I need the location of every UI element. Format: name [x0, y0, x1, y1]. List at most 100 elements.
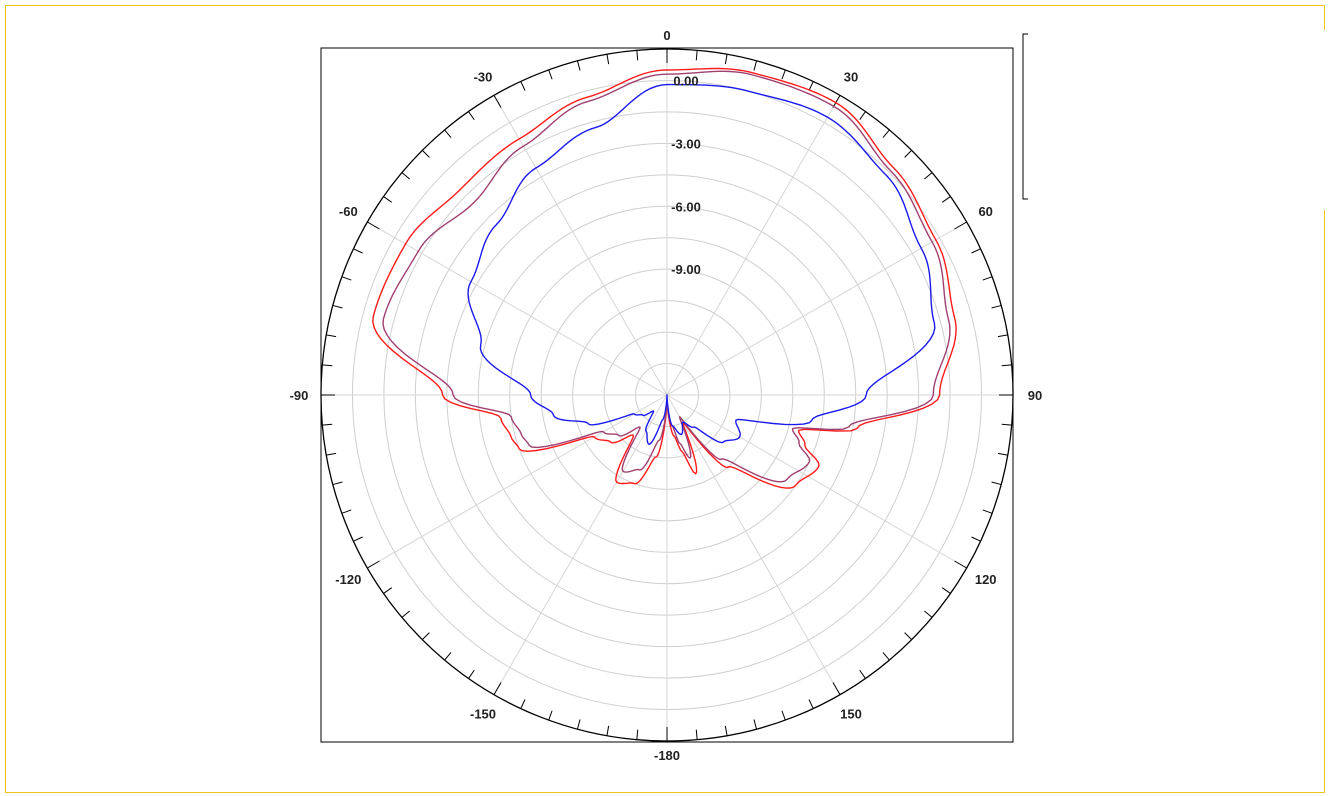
minor-tick [982, 276, 993, 281]
minor-tick [548, 69, 553, 80]
minor-tick [924, 610, 933, 618]
major-tick [954, 560, 967, 569]
minor-tick [401, 610, 410, 618]
grid [320, 48, 1014, 742]
major-tick [367, 560, 380, 569]
minor-tick [326, 452, 337, 456]
minor-tick [695, 729, 698, 740]
minor-tick [548, 710, 553, 721]
minor-tick [576, 60, 581, 71]
minor-tick [421, 149, 430, 158]
minor-tick [606, 725, 610, 736]
chart-frame: 0 30 60 90 120 150 -180 -150 -120 -90 -60 -30 0.00 -3… [5, 5, 1326, 793]
minor-tick [753, 719, 758, 730]
minor-tick [859, 669, 866, 679]
minor-tick [636, 729, 639, 740]
minor-tick [520, 699, 526, 709]
minor-tick [468, 111, 475, 121]
legend-mask [1028, 30, 1326, 210]
angle-label: -30 [474, 69, 493, 84]
angle-label: 0 [663, 28, 670, 43]
grid-spoke [367, 394, 668, 569]
grid-spoke [666, 95, 841, 396]
minor-tick [322, 423, 333, 426]
series-line-2 [382, 70, 951, 483]
series-layer [372, 67, 957, 489]
minor-tick [332, 304, 343, 309]
minor-tick [781, 710, 786, 721]
minor-tick [808, 699, 814, 709]
minor-tick [695, 50, 698, 61]
minor-tick [421, 632, 430, 641]
minor-tick [326, 334, 337, 338]
minor-tick [341, 509, 352, 514]
angle-label: -90 [290, 388, 309, 403]
series-line-3 [467, 83, 936, 445]
minor-tick [636, 50, 639, 61]
minor-tick [1001, 423, 1012, 426]
minor-tick [904, 632, 913, 641]
minor-tick [991, 481, 1002, 486]
minor-tick [1001, 364, 1012, 367]
major-tick [832, 682, 841, 695]
minor-tick [924, 172, 933, 180]
minor-tick [808, 81, 814, 91]
minor-tick [971, 248, 981, 254]
minor-tick [904, 149, 913, 158]
radial-label: -3.00 [671, 136, 701, 151]
angle-label: 30 [844, 69, 858, 84]
radial-label: 0.00 [673, 73, 698, 88]
minor-tick [753, 60, 758, 71]
minor-tick [997, 334, 1008, 338]
minor-tick [353, 248, 363, 254]
polar-plot: 0 30 60 90 120 150 -180 -150 -120 -90 -60 -30 0.00 -3… [290, 28, 1326, 763]
grid-spoke [666, 394, 967, 569]
minor-tick [341, 276, 352, 281]
minor-tick [468, 669, 475, 679]
minor-tick [401, 172, 410, 180]
minor-tick [859, 111, 866, 121]
grid-spoke [666, 221, 967, 396]
minor-tick [971, 536, 981, 542]
minor-tick [332, 481, 343, 486]
angle-label: -180 [654, 748, 680, 763]
grid-spoke [666, 394, 841, 695]
minor-tick [941, 196, 951, 203]
angle-label: -150 [470, 707, 496, 722]
major-tick [493, 682, 502, 695]
minor-tick [882, 129, 890, 138]
minor-tick [444, 652, 452, 661]
minor-tick [997, 452, 1008, 456]
minor-tick [383, 587, 393, 594]
angle-label: -60 [339, 204, 358, 219]
grid-spoke [493, 394, 668, 695]
minor-tick [383, 196, 393, 203]
grid-spoke [367, 221, 668, 396]
major-tick [493, 95, 502, 108]
minor-tick [941, 587, 951, 594]
minor-tick [882, 652, 890, 661]
major-tick [954, 221, 967, 230]
angle-label: -120 [335, 572, 361, 587]
radial-label: -9.00 [671, 262, 701, 277]
minor-tick [353, 536, 363, 542]
angle-label: 90 [1028, 388, 1042, 403]
minor-tick [781, 69, 786, 80]
grid-spoke [493, 95, 668, 396]
major-tick [832, 95, 841, 108]
angle-label: 60 [978, 204, 992, 219]
minor-tick [520, 81, 526, 91]
angle-label: 150 [840, 707, 862, 722]
minor-tick [576, 719, 581, 730]
radial-label: -6.00 [671, 199, 701, 214]
major-tick [367, 221, 380, 230]
minor-tick [724, 725, 728, 736]
minor-tick [606, 54, 610, 65]
minor-tick [322, 364, 333, 367]
minor-tick [991, 304, 1002, 309]
minor-tick [444, 129, 452, 138]
legend [1022, 30, 1326, 210]
angle-label: 120 [975, 572, 997, 587]
minor-tick [724, 54, 728, 65]
label-layer: 0 30 60 90 120 150 -180 -150 -120 -90 -60 -30 0.00 -3… [290, 28, 1043, 763]
